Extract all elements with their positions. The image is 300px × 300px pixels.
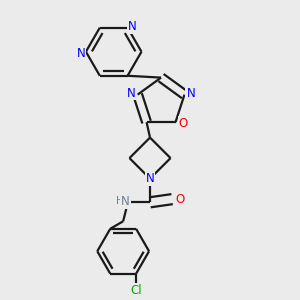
Text: N: N [77,47,85,60]
Text: O: O [179,117,188,130]
Text: N: N [127,86,136,100]
Text: N: N [128,20,137,33]
Text: H: H [116,196,124,206]
Text: O: O [176,193,184,206]
Text: N: N [121,195,130,208]
Text: N: N [146,172,154,185]
Text: N: N [186,86,195,100]
Text: Cl: Cl [130,284,142,297]
